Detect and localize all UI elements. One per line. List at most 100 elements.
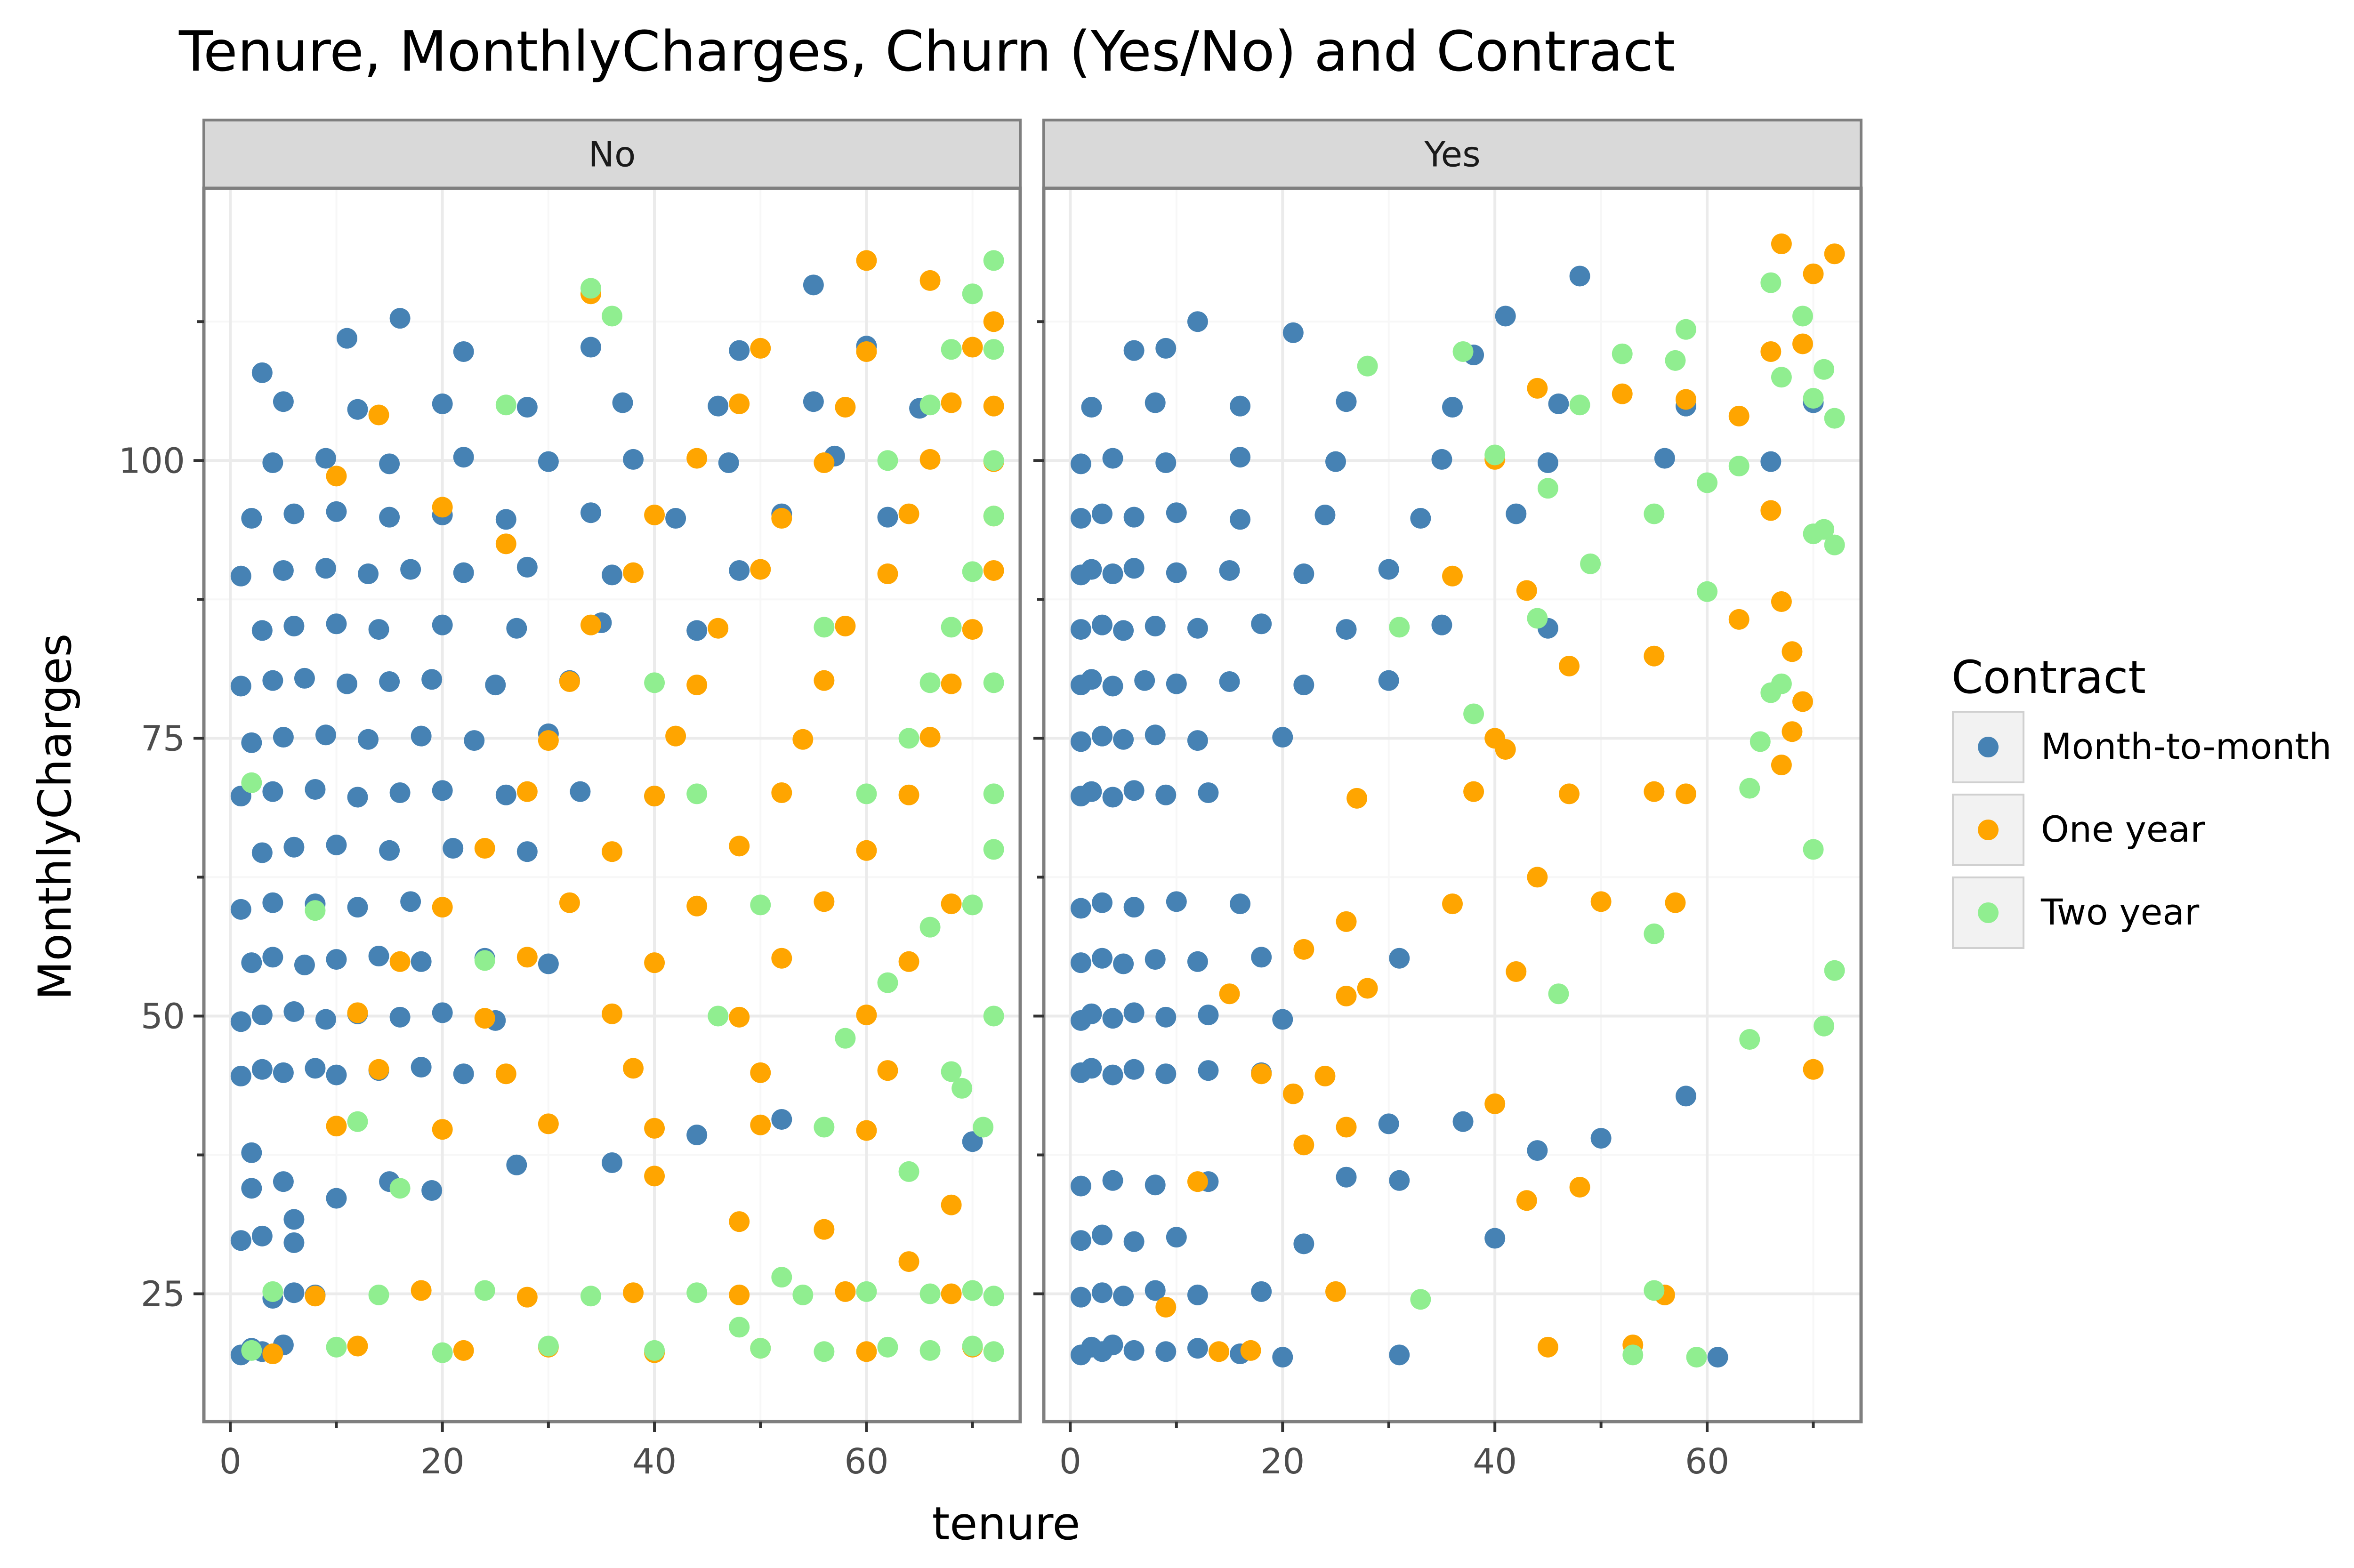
data-point [453, 341, 474, 362]
data-point [1378, 1113, 1399, 1134]
legend-item-one-year: One year [1952, 794, 2205, 866]
data-point [644, 1340, 665, 1361]
data-point [686, 895, 708, 917]
data-point [1824, 534, 1845, 555]
data-point [1654, 448, 1675, 469]
data-point [421, 1180, 443, 1201]
data-point [1113, 953, 1134, 974]
panel-border [202, 186, 1022, 1423]
data-point [898, 728, 919, 749]
data-point [516, 556, 538, 578]
facet-panel-yes: Yes 0 20 40 60 [1033, 119, 1863, 1482]
data-point [580, 278, 601, 299]
data-point [347, 399, 368, 420]
data-point [379, 507, 400, 528]
data-point [877, 563, 898, 585]
data-point [389, 1178, 411, 1199]
data-point [1293, 563, 1314, 585]
data-point [305, 1286, 326, 1307]
data-point [411, 725, 432, 747]
data-point [1166, 502, 1187, 523]
data-point [241, 1340, 262, 1361]
data-point [1102, 1008, 1123, 1029]
data-point [1378, 670, 1399, 691]
data-point [1070, 619, 1091, 640]
data-point [750, 1114, 771, 1135]
data-point [1092, 892, 1113, 913]
data-point [326, 1116, 347, 1137]
data-point [644, 1166, 665, 1187]
data-point [1123, 340, 1145, 361]
data-point [1187, 951, 1208, 972]
data-point [750, 338, 771, 359]
x-tick-label: 40 [632, 1441, 677, 1482]
data-point [602, 841, 622, 862]
data-point [326, 613, 347, 635]
data-point [644, 786, 665, 807]
data-point [919, 449, 941, 470]
data-point [803, 391, 824, 412]
data-point [898, 1161, 919, 1182]
data-point [718, 452, 739, 474]
data-point [1092, 614, 1113, 635]
data-point [283, 1232, 305, 1253]
data-point [1272, 1009, 1293, 1030]
panels-layer: No 0 20 40 60 25 50 75 100 Yes 0 20 40 60 [119, 119, 1863, 1482]
data-point [1113, 1286, 1134, 1307]
x-tick-label: 20 [1260, 1441, 1305, 1482]
data-point [495, 784, 516, 805]
data-point [1378, 559, 1399, 580]
data-point [962, 1131, 983, 1152]
data-point [1590, 891, 1612, 912]
data-point [623, 1058, 644, 1079]
data-point [241, 1142, 262, 1163]
data-point [803, 274, 824, 296]
data-point [241, 952, 262, 973]
data-point [686, 1125, 708, 1146]
data-point [1357, 355, 1378, 377]
data-point [1272, 727, 1293, 748]
data-point [262, 781, 283, 802]
data-point [1771, 673, 1792, 694]
data-point [1803, 263, 1824, 284]
data-point [315, 724, 336, 746]
data-point [1187, 1284, 1208, 1305]
data-point [241, 772, 262, 793]
data-point [1612, 343, 1633, 364]
data-point [230, 1230, 251, 1251]
data-point [1272, 1347, 1293, 1368]
data-point [1336, 391, 1357, 412]
data-point [1336, 911, 1357, 932]
data-point [326, 501, 347, 522]
data-point [1569, 1176, 1590, 1198]
data-point [389, 782, 411, 804]
data-point [1325, 1281, 1346, 1302]
data-point [1166, 673, 1187, 694]
data-point [1102, 787, 1123, 808]
data-point [1612, 383, 1633, 404]
data-point [516, 841, 538, 862]
data-point [983, 1286, 1004, 1307]
legend-title: Contract [1951, 651, 2146, 704]
data-point [1644, 503, 1665, 524]
data-point [1102, 448, 1123, 469]
data-point [856, 1120, 877, 1141]
data-point [1728, 405, 1749, 426]
data-point [941, 1061, 962, 1082]
data-point [453, 447, 474, 468]
data-point [729, 340, 750, 361]
data-point [273, 1062, 294, 1083]
data-point [1251, 947, 1272, 968]
data-point [1644, 645, 1665, 667]
data-point [771, 508, 792, 529]
legend: Contract Month-to-month One year Two year [1951, 651, 2331, 949]
data-point [1463, 703, 1484, 724]
data-point [962, 1335, 983, 1357]
data-point [771, 1109, 792, 1130]
data-point [389, 951, 411, 972]
data-point [443, 838, 464, 859]
data-point [273, 727, 294, 748]
data-point [1198, 782, 1219, 804]
legend-key [1952, 876, 2024, 949]
